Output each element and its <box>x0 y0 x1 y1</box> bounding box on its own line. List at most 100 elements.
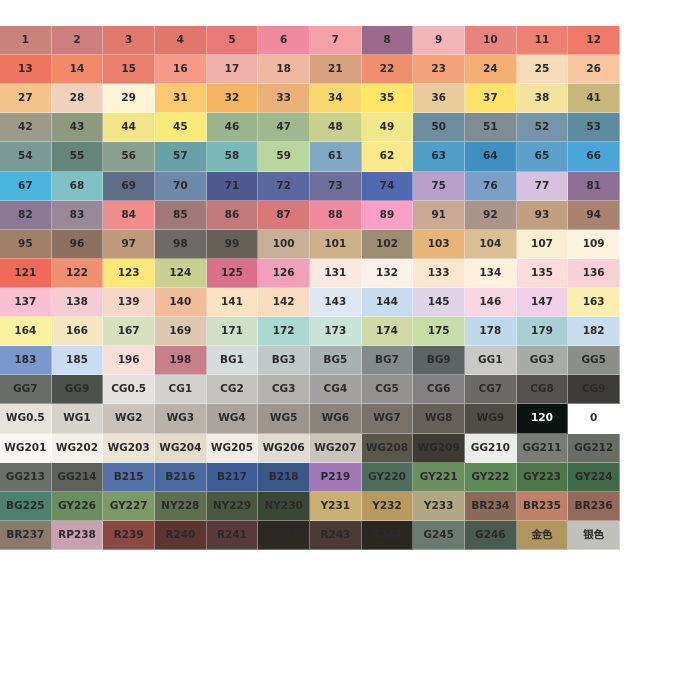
color-swatch: 2 <box>51 26 104 56</box>
color-swatch: 18 <box>258 55 310 85</box>
color-swatch: 36 <box>413 84 465 114</box>
color-swatch: 126 <box>258 258 310 288</box>
color-swatch: 58 <box>206 142 259 172</box>
color-swatch: 89 <box>361 200 414 230</box>
color-swatch: CG7 <box>465 375 517 405</box>
color-swatch: B218 <box>258 462 310 492</box>
color-swatch: 28 <box>51 84 104 114</box>
color-swatch: 51 <box>465 113 517 143</box>
color-swatch: GG5 <box>568 346 620 376</box>
color-swatch: BG9 <box>413 346 465 376</box>
color-swatch: 8 <box>361 26 414 56</box>
color-swatch: 124 <box>155 258 207 288</box>
color-swatch: 16 <box>155 55 207 85</box>
color-swatch: 42 <box>0 113 52 143</box>
color-swatch: 88 <box>310 200 362 230</box>
color-swatch: Y232 <box>361 491 414 521</box>
color-swatch: NY230 <box>258 491 310 521</box>
color-swatch: 47 <box>258 113 310 143</box>
color-swatch: GY226 <box>51 491 104 521</box>
color-swatch: GG7 <box>0 375 52 405</box>
color-swatch: 25 <box>516 55 569 85</box>
color-swatch: 10 <box>465 26 517 56</box>
color-swatch: 43 <box>51 113 104 143</box>
color-swatch: 53 <box>568 113 620 143</box>
color-swatch: 87 <box>258 200 310 230</box>
color-swatch: 49 <box>361 113 414 143</box>
color-swatch: 55 <box>51 142 104 172</box>
color-swatch: 185 <box>51 346 104 376</box>
color-swatch: 171 <box>206 317 259 347</box>
color-swatch: 32 <box>206 84 259 114</box>
color-swatch: WG204 <box>155 433 207 463</box>
color-swatch: R243 <box>310 520 362 550</box>
color-swatch: 123 <box>103 258 155 288</box>
color-swatch: WG8 <box>413 404 465 434</box>
color-swatch: 27 <box>0 84 52 114</box>
color-swatch: 97 <box>103 229 155 259</box>
color-swatch: 71 <box>206 171 259 201</box>
color-swatch: 26 <box>568 55 620 85</box>
color-swatch: Y231 <box>310 491 362 521</box>
color-swatch: B217 <box>206 462 259 492</box>
color-swatch: 141 <box>206 288 259 318</box>
color-swatch: 76 <box>465 171 517 201</box>
color-swatch: 1 <box>0 26 52 56</box>
color-swatch: G246 <box>465 520 517 550</box>
color-swatch: 56 <box>103 142 155 172</box>
color-swatch: 银色 <box>568 520 620 550</box>
color-swatch: 77 <box>516 171 569 201</box>
color-swatch: G245 <box>413 520 465 550</box>
color-swatch: 54 <box>0 142 52 172</box>
color-swatch: WG202 <box>51 433 104 463</box>
color-swatch: Y233 <box>413 491 465 521</box>
color-swatch: 178 <box>465 317 517 347</box>
color-swatch: 12 <box>568 26 620 56</box>
color-swatch: 44 <box>103 113 155 143</box>
color-swatch: 120 <box>516 404 569 434</box>
color-swatch: WG4 <box>206 404 259 434</box>
color-swatch: 147 <box>516 288 569 318</box>
color-swatch: NY229 <box>206 491 259 521</box>
color-swatch: 85 <box>155 200 207 230</box>
color-swatch: 67 <box>0 171 52 201</box>
color-swatch: CG1 <box>155 375 207 405</box>
color-swatch: 99 <box>206 229 259 259</box>
color-swatch: 69 <box>103 171 155 201</box>
color-swatch: 9 <box>413 26 465 56</box>
color-swatch: 93 <box>516 200 569 230</box>
color-swatch: 74 <box>361 171 414 201</box>
color-swatch: 94 <box>568 200 620 230</box>
color-swatch: 174 <box>361 317 414 347</box>
color-swatch: 0 <box>568 404 620 434</box>
color-swatch: 164 <box>0 317 52 347</box>
color-swatch: CG9 <box>568 375 620 405</box>
color-swatch: GY227 <box>103 491 155 521</box>
color-swatch: B215 <box>103 462 155 492</box>
color-swatch: GG212 <box>568 433 620 463</box>
color-swatch: 65 <box>516 142 569 172</box>
color-swatch: 142 <box>258 288 310 318</box>
color-swatch: BR234 <box>465 491 517 521</box>
color-swatch: 100 <box>258 229 310 259</box>
color-swatch: 96 <box>51 229 104 259</box>
color-swatch: 68 <box>51 171 104 201</box>
color-swatch: GG9 <box>51 375 104 405</box>
color-swatch: 86 <box>206 200 259 230</box>
color-swatch: 143 <box>310 288 362 318</box>
color-swatch: 92 <box>465 200 517 230</box>
color-swatch: 48 <box>310 113 362 143</box>
color-swatch: 175 <box>413 317 465 347</box>
color-swatch: WG1 <box>51 404 104 434</box>
color-swatch: B216 <box>155 462 207 492</box>
color-swatch: R242 <box>258 520 310 550</box>
color-swatch: WG6 <box>310 404 362 434</box>
color-swatch: 163 <box>568 288 620 318</box>
color-swatch: BR237 <box>0 520 52 550</box>
color-swatch: 107 <box>516 229 569 259</box>
color-swatch: BG1 <box>206 346 259 376</box>
color-swatch: 7 <box>310 26 362 56</box>
color-swatch: WG206 <box>258 433 310 463</box>
color-swatch: 63 <box>413 142 465 172</box>
